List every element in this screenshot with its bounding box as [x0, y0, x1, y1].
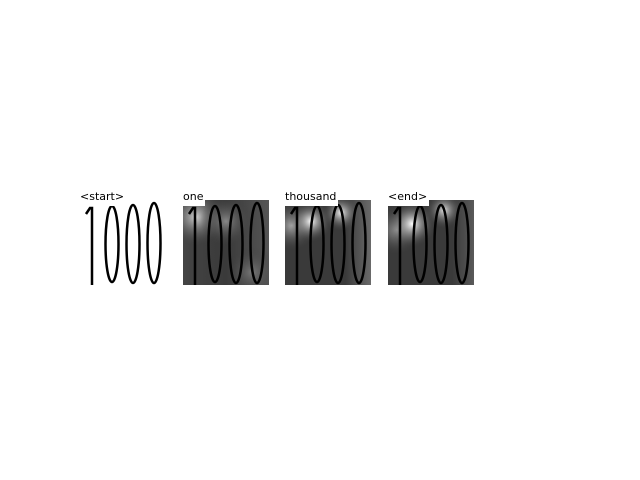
attention-map-end	[388, 200, 474, 285]
attention-map-thousand	[285, 200, 371, 285]
panel-label-start: <start>	[78, 190, 127, 206]
attention-map-panel-one	[183, 200, 269, 285]
panel-label-thousand: thousand	[283, 190, 339, 206]
handwritten-digits-image	[80, 200, 166, 285]
input-image-panel	[80, 200, 166, 285]
panel-label-one: one	[181, 190, 206, 206]
panel-label-end: <end>	[386, 190, 430, 206]
attention-map-panel-thousand	[285, 200, 371, 285]
attention-map-panel-end	[388, 200, 474, 285]
attention-map-one	[183, 200, 269, 285]
